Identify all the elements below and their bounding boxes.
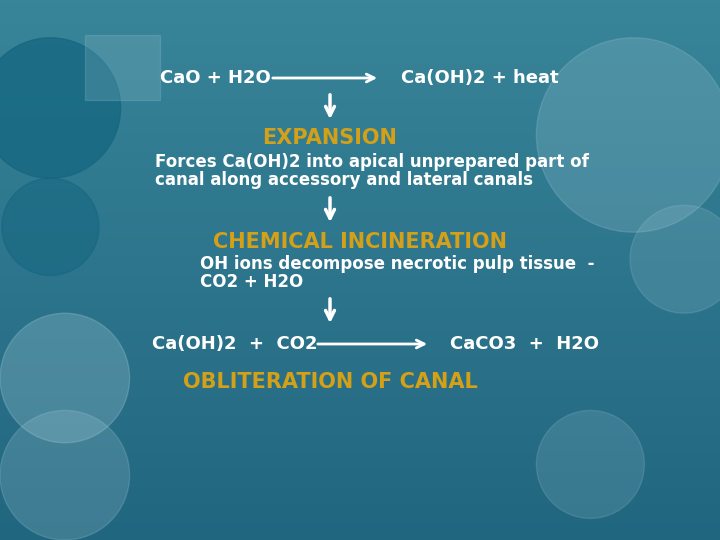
Circle shape xyxy=(536,38,720,232)
Text: EXPANSION: EXPANSION xyxy=(263,128,397,148)
Text: Ca(OH)2  +  CO2: Ca(OH)2 + CO2 xyxy=(152,335,318,353)
Text: CO2 + H2O: CO2 + H2O xyxy=(200,273,303,291)
Circle shape xyxy=(0,38,121,178)
Text: OH ions decompose necrotic pulp tissue  -: OH ions decompose necrotic pulp tissue - xyxy=(200,255,595,273)
Text: canal along accessory and lateral canals: canal along accessory and lateral canals xyxy=(155,171,533,189)
Text: CaCO3  +  H2O: CaCO3 + H2O xyxy=(451,335,600,353)
Circle shape xyxy=(2,178,99,275)
Text: CHEMICAL INCINERATION: CHEMICAL INCINERATION xyxy=(213,232,507,252)
Circle shape xyxy=(630,205,720,313)
Text: Forces Ca(OH)2 into apical unprepared part of: Forces Ca(OH)2 into apical unprepared pa… xyxy=(155,153,589,171)
Text: Ca(OH)2 + heat: Ca(OH)2 + heat xyxy=(401,69,559,87)
Text: CaO + H2O: CaO + H2O xyxy=(160,69,271,87)
Circle shape xyxy=(536,410,644,518)
Bar xyxy=(85,35,160,100)
Text: OBLITERATION OF CANAL: OBLITERATION OF CANAL xyxy=(183,372,477,392)
Circle shape xyxy=(0,313,130,443)
Circle shape xyxy=(0,410,130,540)
